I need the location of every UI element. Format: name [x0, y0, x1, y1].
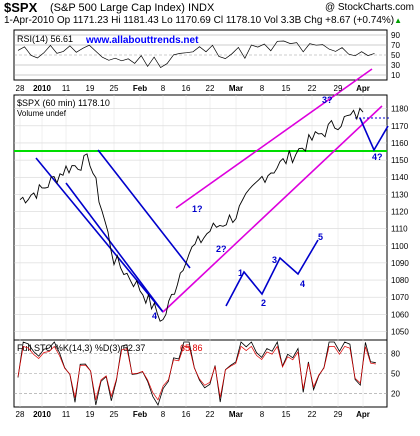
- x-tick-label-top: 28: [16, 84, 25, 93]
- price-tick-label: 1120: [391, 208, 409, 217]
- rsi-tick-label: 10: [391, 71, 400, 80]
- schematic-label: 3: [272, 255, 277, 265]
- price-label: $SPX (60 min) 1178.10: [17, 98, 110, 108]
- x-tick-label-bottom: 8: [260, 410, 265, 419]
- rsi-tick-label: 90: [391, 31, 400, 40]
- x-tick-label-top: Apr: [356, 84, 370, 93]
- rsi-tick-label: 50: [391, 51, 400, 60]
- volume-label: Volume undef: [17, 109, 67, 118]
- x-tick-label-top: 8: [260, 84, 265, 93]
- x-tick-label-top: 8: [161, 84, 166, 93]
- price-tick-label: 1180: [391, 105, 409, 114]
- x-tick-label-top: 2010: [33, 84, 51, 93]
- price-tick-label: 1170: [391, 122, 409, 131]
- sto-tick-label: 50: [391, 370, 400, 379]
- index-description: (S&P 500 Large Cap Index): [50, 2, 185, 14]
- wave-label: 2?: [216, 244, 227, 254]
- price-tick-label: 1140: [391, 173, 409, 182]
- sto-d-value: 65.86: [180, 343, 203, 353]
- x-tick-label-top: 15: [282, 84, 291, 93]
- quote-date: 1-Apr-2010: [4, 15, 55, 26]
- schematic-label: 1: [238, 268, 243, 278]
- x-tick-label-top: 19: [86, 84, 95, 93]
- x-tick-label-bottom: 15: [282, 410, 291, 419]
- rsi-tick-label: 70: [391, 41, 400, 50]
- down-channel-lower-b: [65, 182, 164, 313]
- x-tick-label-top: 11: [62, 84, 71, 93]
- x-tick-label-bottom: 8: [161, 410, 166, 419]
- change-up-icon: ▲: [394, 16, 403, 25]
- x-tick-label-top: Feb: [133, 84, 147, 93]
- sto-d-series: [17, 345, 376, 401]
- sto-label: Full STO %K(14,3) %D(3) 62.37: [17, 343, 145, 353]
- x-tick-label-top: 22: [308, 84, 317, 93]
- x-tick-label-bottom: Apr: [356, 410, 370, 419]
- sto-tick-label: 80: [391, 349, 400, 358]
- x-tick-label-bottom: 22: [308, 410, 317, 419]
- schematic-label: 5: [318, 232, 323, 242]
- x-tick-label-bottom: Mar: [229, 410, 243, 419]
- price-line: [19, 107, 364, 322]
- x-tick-label-top: 25: [110, 84, 119, 93]
- price-tick-label: 1090: [391, 259, 409, 268]
- rsi-tick-label: 30: [391, 61, 400, 70]
- price-tick-label: 1110: [391, 225, 408, 234]
- x-tick-label-top: Mar: [229, 84, 243, 93]
- x-tick-label-top: 22: [206, 84, 215, 93]
- schematic-label: 2: [261, 298, 266, 308]
- rsi-label: RSI(14) 56.61: [17, 34, 73, 44]
- x-tick-label-bottom: 25: [110, 410, 119, 419]
- exchange: INDX: [188, 2, 215, 14]
- x-tick-label-bottom: 22: [206, 410, 215, 419]
- rsi-line: [17, 40, 375, 68]
- chart-description: (S&P 500 Large Cap Index) INDX: [50, 2, 214, 14]
- chart-symbol: $SPX: [4, 0, 38, 15]
- up-channel-upper: [175, 68, 373, 209]
- price-series: [19, 107, 364, 322]
- x-tick-label-top: 16: [182, 84, 191, 93]
- x-tick-label-bottom: 29: [334, 410, 343, 419]
- sto-d-line: [17, 345, 376, 401]
- sto-tick-label: 20: [391, 390, 400, 399]
- price-tick-label: 1150: [391, 156, 409, 165]
- price-tick-label: 1100: [391, 242, 409, 251]
- down-channel-lower-a: [97, 149, 191, 269]
- wave-label: 4: [152, 311, 157, 321]
- price-tick-label: 1130: [391, 190, 409, 199]
- x-tick-label-bottom: 16: [182, 410, 191, 419]
- price-tick-label: 1160: [391, 139, 409, 148]
- schematic-label: 4: [300, 279, 305, 289]
- copyright: @ StockCharts.com: [324, 2, 414, 13]
- wave-label: 4?: [372, 152, 383, 162]
- website-label: www.allabouttrends.net: [85, 35, 199, 46]
- schematic-wave: [225, 239, 319, 307]
- x-tick-label-bottom: 11: [62, 410, 71, 419]
- x-tick-label-bottom: 19: [86, 410, 95, 419]
- projection-wave: [359, 117, 389, 152]
- ohlc-line: 1-Apr-2010 Op 1171.23 Hi 1181.43 Lo 1170…: [4, 15, 402, 26]
- x-tick-label-bottom: 28: [16, 410, 25, 419]
- wave-label: 1?: [192, 204, 203, 214]
- up-channel-lower: [162, 105, 383, 313]
- price-panel: [13, 94, 388, 341]
- x-tick-label-bottom: 2010: [33, 410, 51, 419]
- rsi-series: [17, 40, 375, 68]
- ohlc-values: Op 1171.23 Hi 1181.43 Lo 1170.69 Cl 1178…: [56, 15, 395, 26]
- price-tick-label: 1080: [391, 276, 409, 285]
- wave-label: 3?: [322, 95, 333, 105]
- x-tick-label-top: 29: [334, 84, 343, 93]
- price-tick-label: 1070: [391, 293, 409, 302]
- price-tick-label: 1050: [391, 327, 409, 336]
- x-tick-label-bottom: Feb: [133, 410, 147, 419]
- price-tick-label: 1060: [391, 310, 409, 319]
